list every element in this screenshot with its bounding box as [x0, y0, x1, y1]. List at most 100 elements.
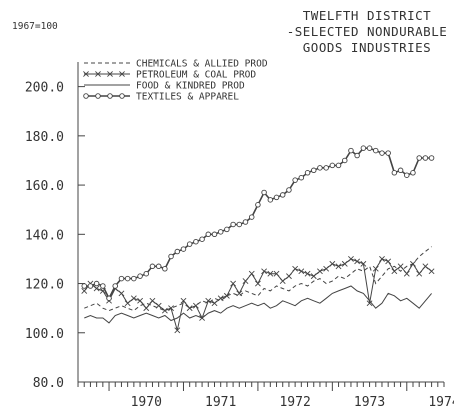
x-marker-stroke [143, 305, 150, 312]
data-point-x-marker [422, 263, 429, 270]
data-point-x-marker [211, 300, 218, 307]
data-point-o-marker [428, 155, 435, 161]
x-tick-label: 1974 [428, 395, 454, 408]
y-tick-label: 140.0 [25, 228, 64, 243]
x-marker-stroke [360, 260, 367, 267]
x-marker-stroke [379, 256, 385, 262]
data-point-x-marker [174, 327, 181, 334]
data-point-o-marker [329, 162, 336, 169]
data-point-o-marker [81, 283, 88, 289]
data-point-o-marker [217, 229, 224, 235]
x-marker-stroke [118, 290, 125, 297]
data-point-o-marker [279, 192, 286, 198]
x-marker-stroke [161, 307, 168, 314]
data-point-x-marker [168, 305, 174, 312]
base-period-label: 1967=100 [12, 21, 58, 32]
legend-x-marker [107, 71, 113, 77]
data-point-o-marker [248, 214, 255, 220]
data-point-o-marker [230, 221, 236, 228]
data-point-o-marker [211, 231, 218, 238]
data-point-x-marker [379, 256, 385, 262]
data-point-o-marker [273, 194, 280, 201]
data-point-x-marker [186, 305, 193, 312]
data-point-o-marker [124, 275, 131, 282]
data-point-x-marker [310, 273, 317, 280]
y-tick-label: 120.0 [25, 278, 64, 293]
data-point-x-marker [143, 305, 150, 312]
x-tick-label: 1970 [131, 395, 162, 408]
data-point-o-marker [193, 238, 199, 245]
x-tick-label: 1972 [279, 395, 310, 408]
x-marker-stroke [211, 300, 218, 307]
x-marker-stroke [273, 270, 280, 277]
x-marker-stroke [310, 273, 317, 280]
data-point-x-marker [180, 297, 187, 304]
x-marker-stroke [137, 297, 143, 304]
data-point-o-marker [310, 167, 317, 174]
data-point-o-marker [372, 147, 379, 154]
x-marker-stroke [248, 270, 255, 277]
data-point-o-marker [317, 165, 323, 171]
series-line-1 [83, 258, 432, 331]
data-point-o-marker [360, 145, 367, 151]
x-marker-stroke [366, 300, 373, 307]
data-point-o-marker [348, 147, 354, 154]
data-point-x-marker [329, 260, 336, 267]
data-point-x-marker [267, 270, 274, 277]
data-point-x-marker [286, 273, 292, 280]
data-point-x-marker [230, 280, 237, 287]
data-point-o-marker [304, 170, 311, 176]
data-point-x-marker [242, 278, 249, 284]
x-marker-stroke [416, 270, 423, 277]
x-marker-stroke [230, 280, 237, 287]
x-marker-stroke [93, 285, 100, 292]
data-point-o-marker [168, 253, 174, 260]
x-marker-stroke [236, 290, 243, 297]
data-point-x-marker [205, 297, 212, 304]
data-point-x-marker [217, 295, 224, 302]
data-point-x-marker [354, 258, 361, 265]
data-point-o-marker [242, 219, 249, 225]
data-point-o-marker [87, 283, 94, 289]
data-point-o-marker [112, 283, 118, 289]
data-point-o-marker [404, 172, 410, 178]
data-point-x-marker [385, 258, 392, 265]
x-marker-stroke [261, 268, 268, 275]
data-point-o-marker [366, 145, 373, 151]
x-marker-stroke [242, 278, 249, 284]
data-point-o-marker [205, 231, 212, 238]
y-tick-label: 200.0 [25, 81, 64, 96]
data-point-o-marker [379, 150, 385, 156]
data-point-x-marker [254, 280, 261, 287]
data-point-x-marker [149, 297, 156, 304]
x-marker-stroke [403, 270, 410, 277]
data-point-o-marker [391, 170, 398, 176]
data-point-x-marker [335, 263, 342, 270]
data-point-x-marker [391, 268, 398, 275]
data-point-x-marker [366, 300, 373, 307]
legend-o-marker [119, 93, 125, 99]
data-point-o-marker [385, 150, 391, 156]
data-point-x-marker [372, 265, 379, 272]
data-point-o-marker [162, 266, 168, 272]
data-point-x-marker [93, 285, 100, 292]
data-point-o-marker [342, 157, 348, 164]
data-point-o-marker [174, 248, 181, 255]
legend-label-3: TEXTILES & APPAREL [136, 92, 239, 103]
data-point-o-marker [416, 155, 422, 161]
x-marker-stroke [267, 270, 274, 277]
data-point-x-marker [81, 288, 88, 294]
data-point-o-marker [118, 275, 125, 282]
x-marker-stroke [168, 305, 174, 312]
data-point-o-marker [335, 162, 342, 169]
x-marker-stroke [298, 268, 305, 275]
legend-x-marker [95, 71, 101, 77]
data-point-o-marker [267, 197, 274, 203]
x-marker-stroke [192, 302, 199, 309]
data-point-x-marker [236, 290, 243, 297]
x-tick-label: 1971 [205, 395, 236, 408]
data-point-o-marker [199, 236, 205, 242]
data-point-x-marker [416, 270, 423, 277]
